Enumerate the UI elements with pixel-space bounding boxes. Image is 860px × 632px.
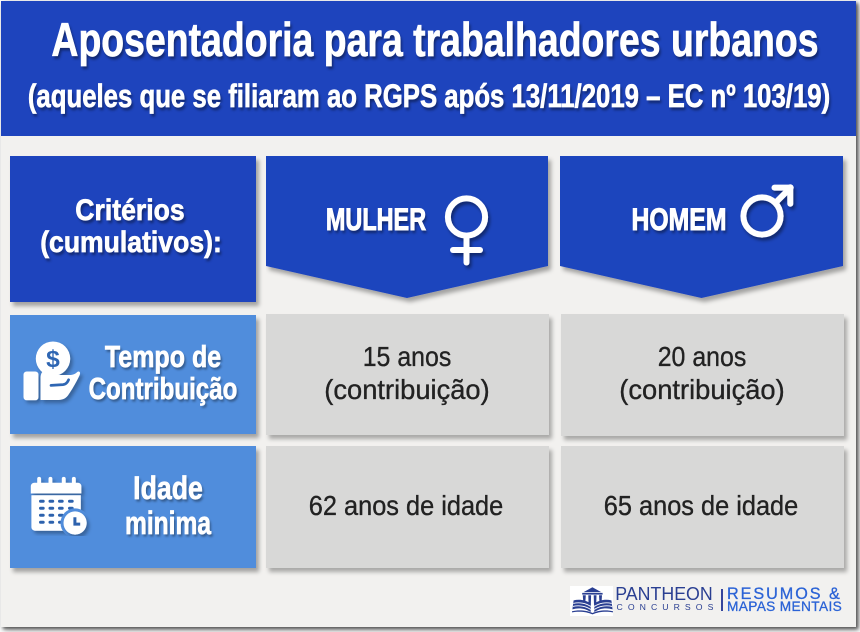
svg-text:$: $ bbox=[46, 346, 60, 373]
